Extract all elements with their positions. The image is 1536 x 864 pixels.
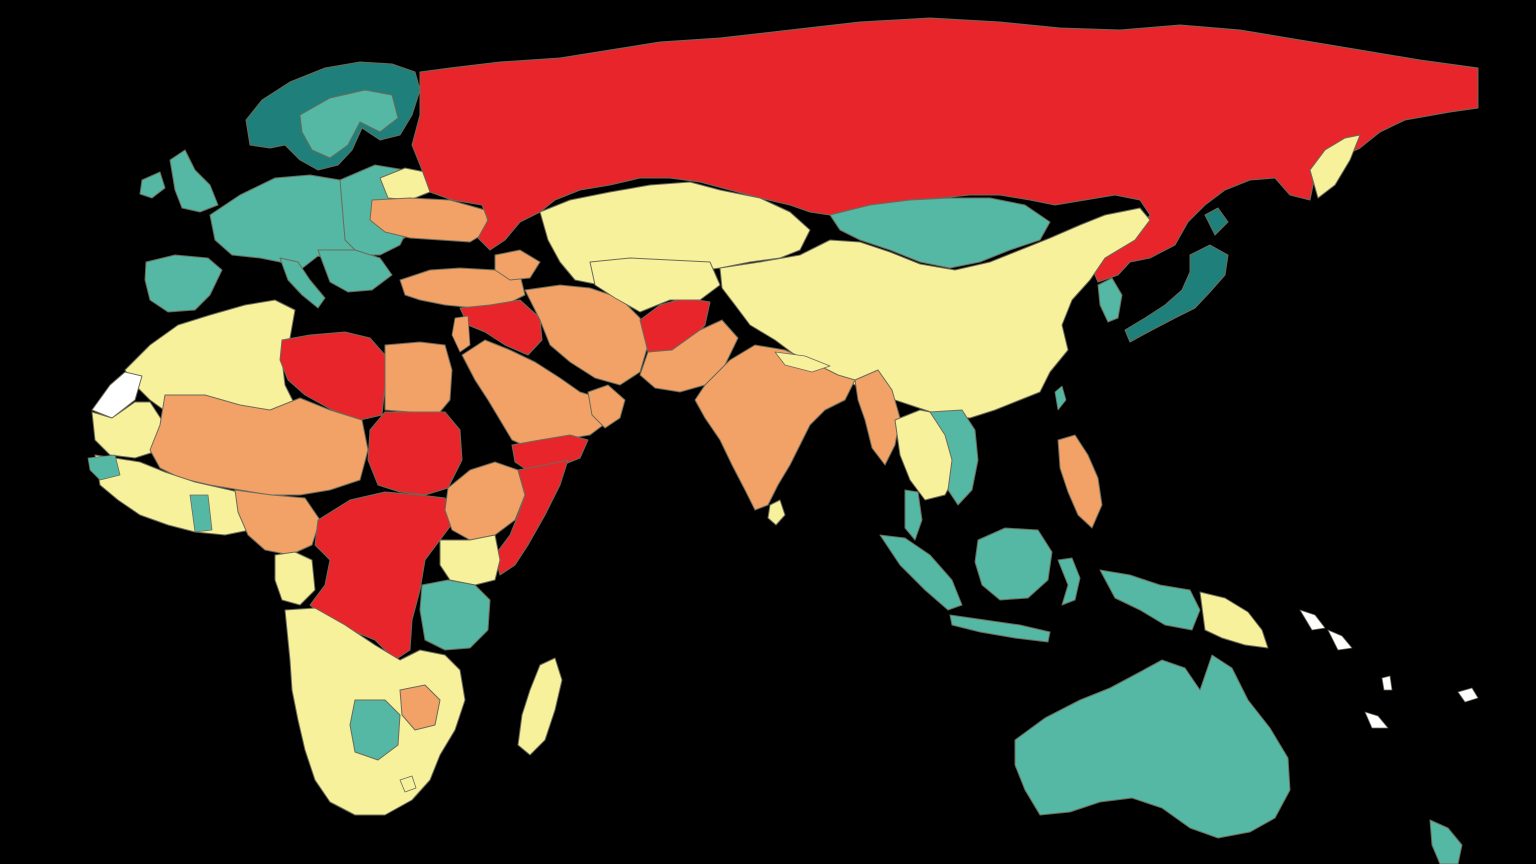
region-japan (1124, 244, 1229, 343)
region-india (694, 344, 856, 511)
region-papua-new-guinea (1199, 591, 1269, 649)
region-tanzania (419, 579, 491, 651)
region-lesotho (399, 775, 417, 793)
region-botswana (349, 699, 401, 761)
region-egypt (384, 341, 453, 413)
region-turkey (399, 267, 526, 309)
region-ethiopia (444, 461, 526, 541)
region-iberia (144, 254, 223, 313)
region-australia (1014, 654, 1291, 839)
region-hokkaido (1204, 207, 1229, 236)
region-sweden-finland (299, 89, 399, 159)
region-uk-ireland (169, 149, 219, 213)
region-balkans (317, 249, 393, 293)
region-central-asia-south (589, 257, 721, 313)
region-sri-lanka (767, 499, 786, 526)
region-ukraine (369, 197, 491, 243)
region-iran (524, 284, 649, 386)
region-syria-iraq (459, 299, 543, 356)
region-borneo (974, 527, 1053, 601)
region-kamchatka (1309, 134, 1361, 199)
region-caucasus (494, 249, 541, 281)
region-sahel (149, 394, 369, 496)
region-central-african-republic-drc (309, 491, 456, 661)
region-pacific-islands (1299, 609, 1479, 729)
region-madagascar (517, 657, 563, 756)
region-gabon-congo (274, 551, 316, 606)
region-sumatra (879, 534, 963, 611)
region-java (949, 614, 1051, 643)
region-east-africa (439, 534, 501, 586)
region-yemen (511, 434, 589, 473)
region-oman (587, 384, 626, 429)
region-taiwan (1054, 385, 1067, 411)
region-nigeria-cameroon (234, 489, 321, 556)
region-levant (451, 315, 471, 353)
region-korea (1097, 277, 1123, 323)
region-myanmar (854, 369, 901, 466)
region-italy (279, 257, 326, 309)
region-mongolia (829, 197, 1051, 269)
region-sulawesi (1057, 557, 1081, 606)
region-malay-peninsula (904, 489, 923, 541)
region-ireland (139, 171, 166, 199)
region-arabian-peninsula (461, 339, 611, 449)
region-ghana (189, 494, 213, 533)
region-senegal (87, 454, 121, 481)
region-nepal (774, 351, 831, 373)
region-mozambique-part (399, 684, 441, 731)
region-philippines (1057, 434, 1103, 529)
region-new-zealand (1429, 819, 1463, 864)
region-indochina (929, 409, 979, 506)
region-eastern-indonesia (1099, 569, 1201, 631)
region-somalia (494, 459, 569, 576)
region-sudan (367, 411, 463, 496)
